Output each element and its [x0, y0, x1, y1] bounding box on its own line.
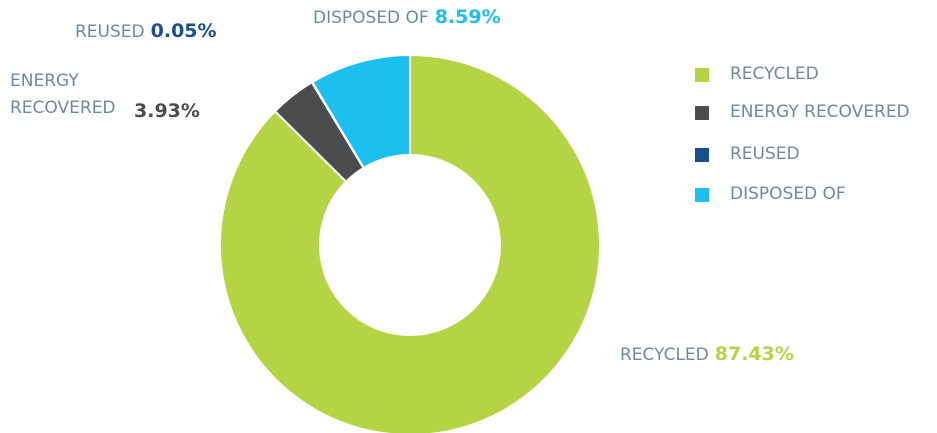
data-label: RECYCLED 87.43% [620, 343, 794, 365]
donut-slice [219, 53, 601, 433]
label-value: 3.93% [134, 100, 200, 122]
legend-swatch [695, 68, 709, 82]
label-value: 0.05% [150, 20, 217, 42]
label-value: 8.59% [434, 6, 501, 28]
data-label: REUSED 0.05% [75, 20, 217, 42]
legend-swatch [695, 106, 709, 120]
donut-slice [310, 53, 411, 170]
data-label: ENERGY RECOVERED 3.93% [10, 68, 200, 122]
legend-label: REUSED [730, 144, 800, 164]
legend-label: ENERGY RECOVERED [730, 102, 910, 122]
legend-label: DISPOSED OF [730, 184, 846, 204]
data-label: DISPOSED OF 8.59% [313, 6, 501, 28]
label-name: DISPOSED OF [313, 8, 429, 28]
label-name: ENERGY RECOVERED [10, 71, 116, 118]
label-name: RECYCLED [620, 345, 709, 365]
legend-swatch [695, 148, 709, 162]
label-value: 87.43% [714, 343, 794, 365]
label-name: REUSED [75, 22, 145, 42]
legend-label: RECYCLED [730, 64, 819, 84]
legend-swatch [695, 188, 709, 202]
